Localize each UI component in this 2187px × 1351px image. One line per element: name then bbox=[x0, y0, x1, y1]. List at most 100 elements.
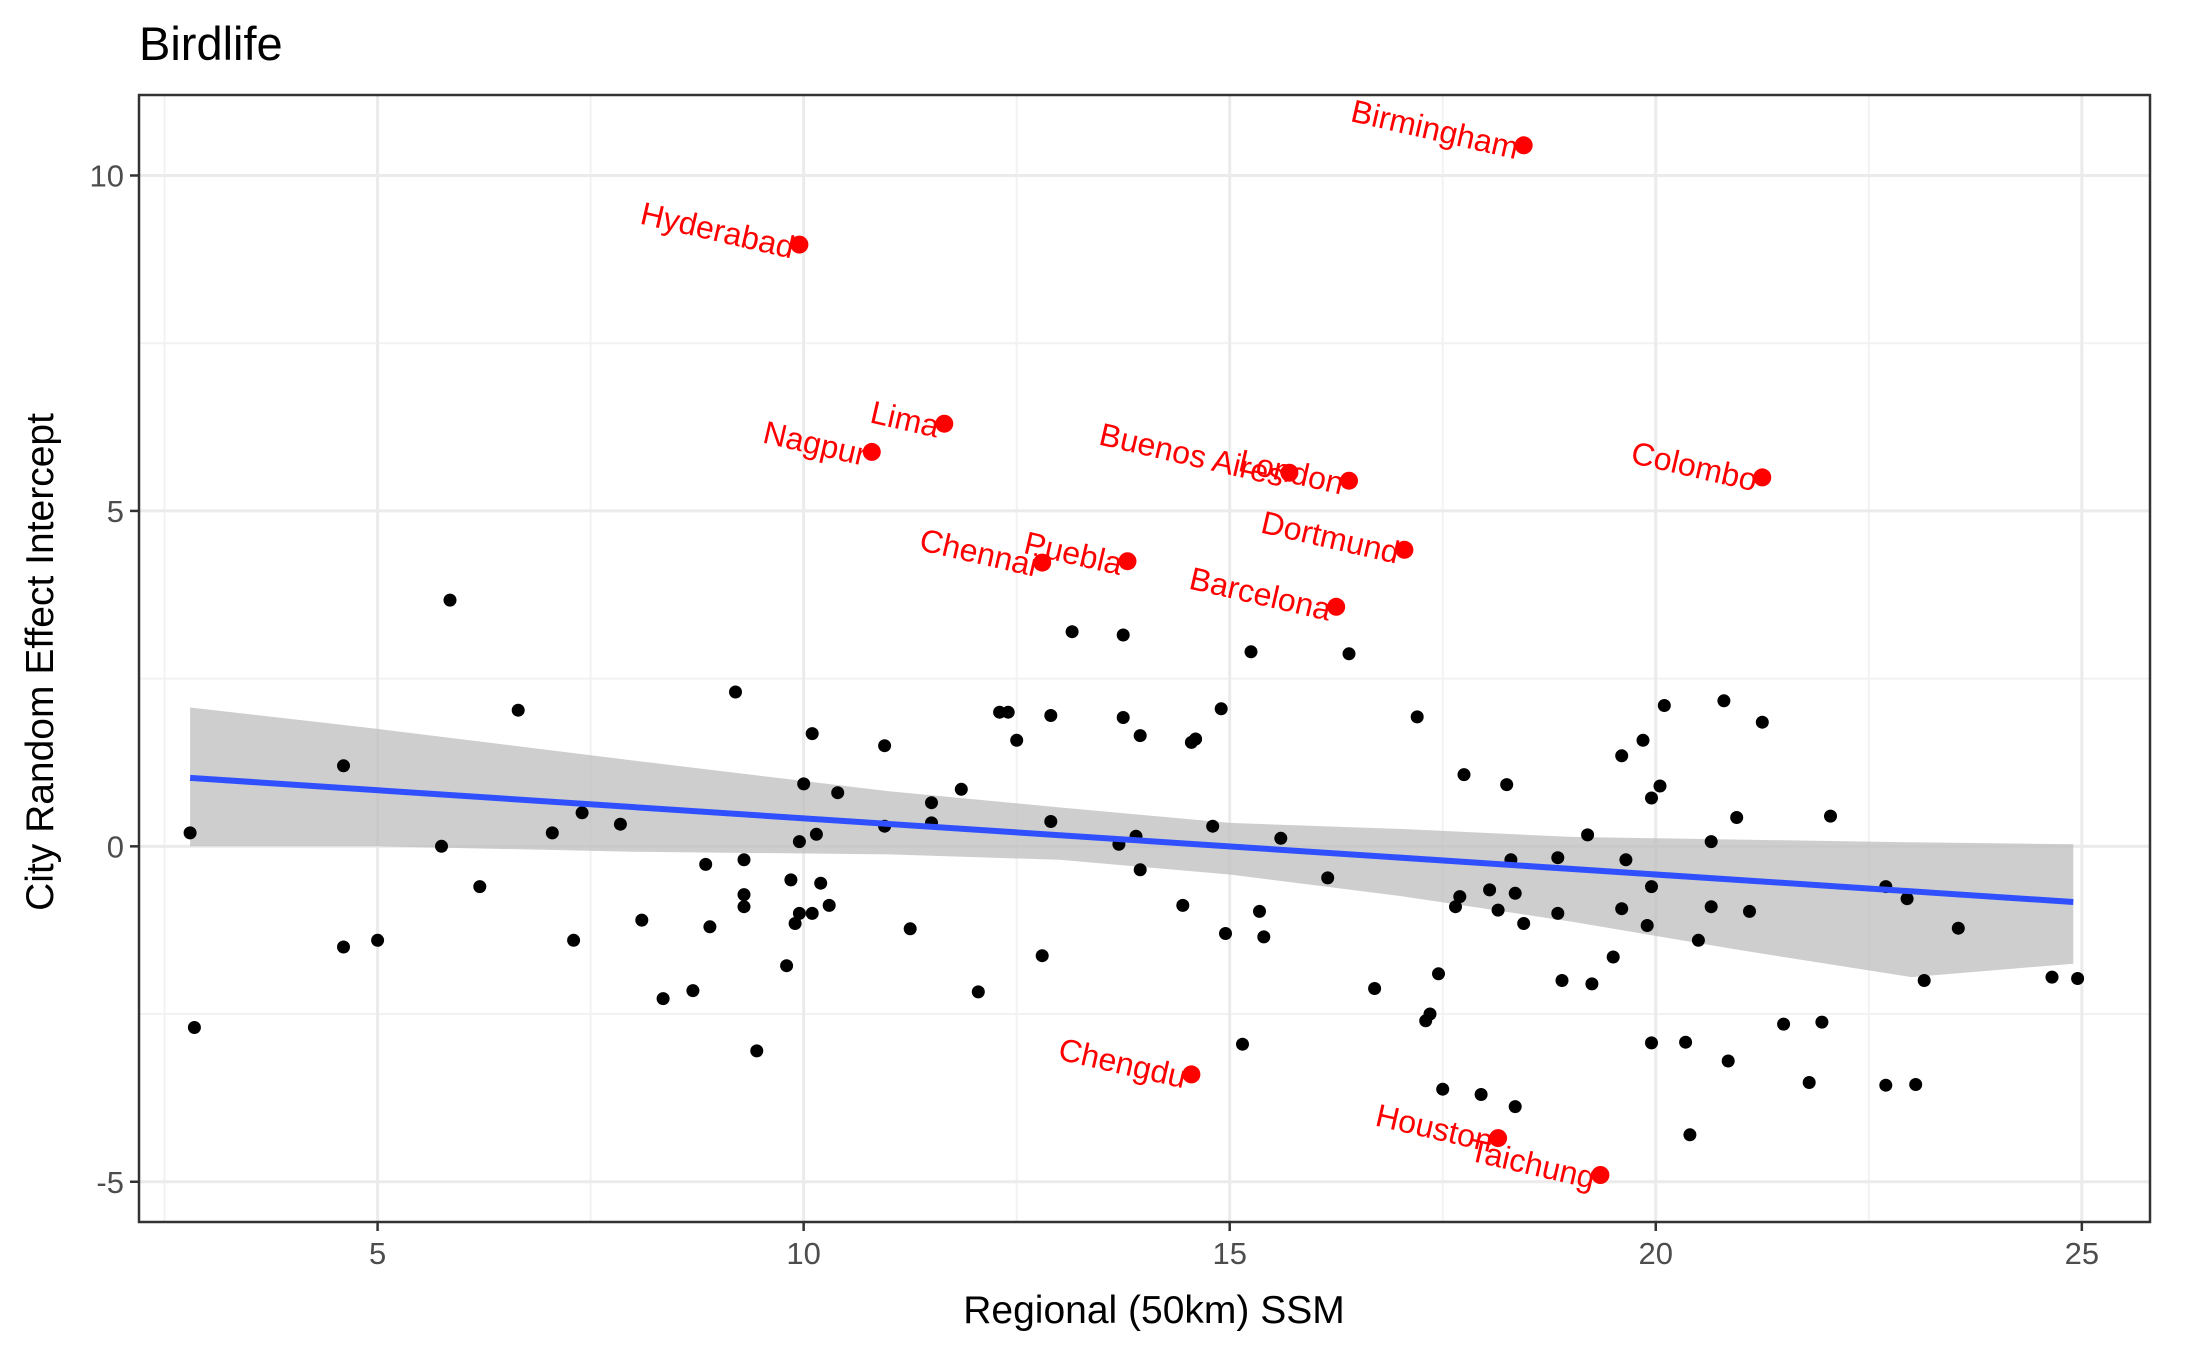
highlighted-point bbox=[1327, 597, 1346, 616]
data-point bbox=[1917, 974, 1931, 987]
highlighted-point-label: Barcelona bbox=[1186, 560, 1335, 628]
highlighted-point bbox=[1033, 553, 1052, 572]
data-point bbox=[792, 835, 806, 849]
chart-title: Birdlife bbox=[139, 17, 283, 70]
data-point bbox=[1615, 749, 1629, 763]
data-point bbox=[750, 1044, 764, 1058]
data-point bbox=[814, 876, 828, 890]
data-point bbox=[1615, 902, 1629, 916]
trend-line bbox=[189, 774, 2074, 906]
data-point bbox=[1432, 967, 1445, 981]
data-point bbox=[1508, 886, 1522, 900]
data-point bbox=[925, 796, 938, 810]
data-point bbox=[699, 857, 713, 871]
highlighted-point bbox=[1591, 1166, 1610, 1184]
data-point bbox=[511, 703, 525, 717]
data-point bbox=[792, 906, 806, 920]
highlighted-point bbox=[1489, 1129, 1508, 1148]
data-point bbox=[737, 853, 751, 867]
data-point bbox=[1449, 900, 1462, 914]
data-point bbox=[613, 817, 627, 831]
x-tick-label: 15 bbox=[1212, 1236, 1246, 1271]
data-point bbox=[1274, 831, 1288, 845]
data-point bbox=[1116, 628, 1130, 642]
data-point bbox=[635, 913, 649, 927]
data-point bbox=[1636, 733, 1650, 747]
data-point bbox=[567, 933, 581, 947]
data-point bbox=[954, 782, 968, 796]
data-point bbox=[1342, 647, 1356, 661]
highlighted-point-label: London bbox=[1235, 442, 1347, 501]
highlighted-point-label: Nagpur bbox=[760, 414, 871, 473]
data-point bbox=[805, 727, 819, 741]
highlighted-point bbox=[1182, 1065, 1201, 1084]
data-point bbox=[1551, 906, 1565, 920]
data-point bbox=[1491, 903, 1505, 917]
highlighted-point bbox=[1118, 552, 1137, 571]
highlighted-point bbox=[935, 414, 954, 433]
data-point bbox=[971, 985, 985, 999]
data-point bbox=[1645, 791, 1658, 805]
data-point bbox=[1581, 828, 1595, 842]
data-point bbox=[686, 984, 700, 998]
data-point bbox=[1721, 1054, 1735, 1068]
y-tick-label: 5 bbox=[107, 494, 124, 529]
data-point bbox=[473, 880, 487, 894]
data-point bbox=[1730, 811, 1744, 824]
data-point bbox=[1116, 711, 1130, 724]
highlighted-points bbox=[790, 136, 1772, 1184]
data-point bbox=[805, 906, 819, 920]
data-point bbox=[822, 898, 836, 912]
data-point bbox=[1657, 699, 1671, 712]
data-point bbox=[784, 873, 798, 887]
data-point bbox=[187, 1021, 201, 1034]
data-point bbox=[1951, 921, 1965, 935]
data-point bbox=[1555, 974, 1569, 987]
data-point bbox=[1704, 835, 1718, 849]
data-point bbox=[435, 839, 448, 853]
data-point bbox=[1035, 949, 1049, 963]
data-point bbox=[903, 922, 917, 936]
data-point bbox=[1679, 1035, 1693, 1049]
highlighted-point-label: Taichung bbox=[1466, 1132, 1599, 1196]
data-point bbox=[1653, 779, 1667, 793]
data-point bbox=[1802, 1076, 1816, 1089]
data-points bbox=[183, 593, 2085, 1142]
data-point bbox=[1001, 705, 1015, 719]
data-point bbox=[1645, 880, 1658, 894]
highlighted-point bbox=[1395, 540, 1414, 559]
data-point bbox=[1508, 1100, 1522, 1114]
y-tick-label: 10 bbox=[90, 159, 124, 194]
data-point bbox=[1176, 898, 1190, 912]
highlighted-point-label: Chengdu bbox=[1055, 1031, 1190, 1095]
data-point bbox=[737, 900, 751, 914]
data-point bbox=[1717, 694, 1731, 708]
highlighted-point bbox=[790, 235, 809, 254]
data-point bbox=[1189, 732, 1203, 746]
data-point bbox=[780, 959, 794, 973]
data-point bbox=[1133, 863, 1147, 877]
data-point bbox=[1683, 1128, 1697, 1142]
y-tick-label: -5 bbox=[96, 1165, 124, 1200]
data-point bbox=[337, 759, 350, 773]
x-axis-title: Regional (50km) SSM bbox=[963, 1289, 1344, 1332]
highlighted-point-label: Hyderabad bbox=[637, 195, 798, 265]
data-point bbox=[797, 777, 811, 791]
data-point bbox=[1257, 930, 1271, 944]
data-point bbox=[1743, 904, 1756, 918]
data-point bbox=[1619, 853, 1633, 867]
data-point bbox=[1900, 892, 1914, 906]
data-point bbox=[1474, 1088, 1488, 1101]
data-point bbox=[788, 917, 802, 930]
data-point bbox=[809, 827, 823, 841]
data-point bbox=[1824, 809, 1837, 823]
data-point bbox=[1244, 645, 1258, 659]
data-point bbox=[1585, 977, 1599, 991]
data-point bbox=[656, 992, 670, 1006]
y-axis-ticks: -5 0 5 10 bbox=[90, 159, 139, 1200]
x-tick-label: 25 bbox=[2065, 1236, 2099, 1271]
data-point bbox=[1909, 1078, 1923, 1091]
data-point bbox=[703, 920, 717, 934]
data-point bbox=[1236, 1037, 1249, 1051]
